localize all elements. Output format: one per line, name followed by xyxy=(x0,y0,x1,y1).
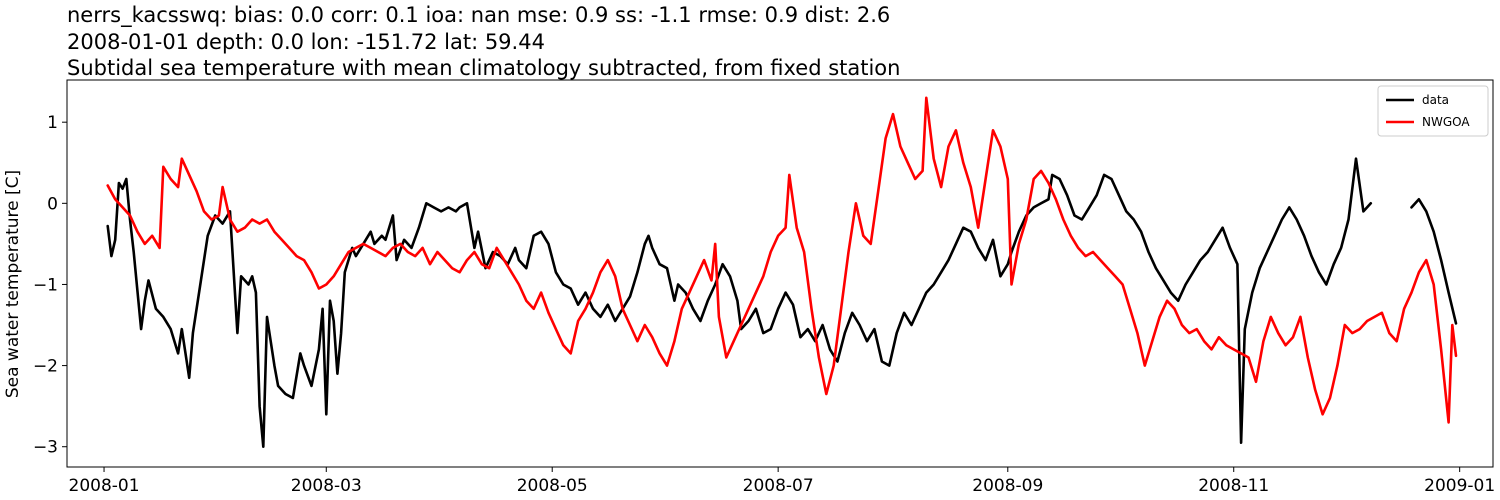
y-tick-label: −2 xyxy=(33,357,58,377)
plot-area: 2008-01 2008-03 2008-05 2008-07 2008-09 2008-… xyxy=(33,79,1495,496)
y-tick-label: 0 xyxy=(47,194,58,214)
chart-title: nerrs_kacsswq: bias: 0.0 corr: 0.1 ioa: … xyxy=(67,3,900,80)
legend-box xyxy=(1377,85,1489,137)
y-tick-label: −1 xyxy=(33,275,58,295)
x-tick-label: 2008-11 xyxy=(1198,476,1269,496)
legend: data NWGOA xyxy=(1377,85,1489,137)
x-tick-label: 2008-07 xyxy=(743,476,814,496)
x-tick-label: 2008-09 xyxy=(972,476,1043,496)
x-tick-label: 2008-05 xyxy=(517,476,588,496)
legend-label-nwgoa: NWGOA xyxy=(1422,115,1470,129)
y-axis-label: Sea water temperature [C] xyxy=(3,170,23,398)
x-tick-label: 2008-03 xyxy=(291,476,362,496)
title-line-metrics: nerrs_kacsswq: bias: 0.0 corr: 0.1 ioa: … xyxy=(67,3,890,28)
legend-label-data: data xyxy=(1422,93,1449,107)
y-tick-label: −3 xyxy=(33,438,58,458)
series-line-nwgoa xyxy=(106,96,1458,424)
series-line-data xyxy=(106,157,1458,448)
axes-frame xyxy=(66,79,1494,468)
x-tick-label: 2009-01 xyxy=(1424,476,1495,496)
title-line-description: Subtidal sea temperature with mean clima… xyxy=(67,56,900,80)
y-tick-label: 1 xyxy=(47,113,58,133)
x-tick-label: 2008-01 xyxy=(69,476,140,496)
title-line-station: 2008-01-01 depth: 0.0 lon: -151.72 lat: … xyxy=(67,30,545,54)
